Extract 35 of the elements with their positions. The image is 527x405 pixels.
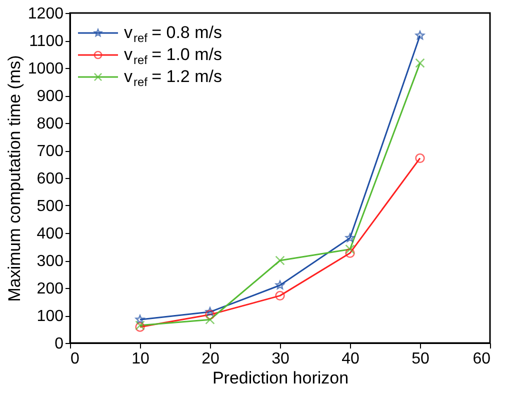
point	[205, 314, 215, 324]
point	[135, 314, 145, 324]
point	[345, 233, 355, 242]
y-tick-label: 500	[36, 198, 64, 215]
x-tick-label: 20	[202, 350, 220, 368]
point	[275, 290, 285, 301]
y-tick-label: 300	[36, 253, 64, 270]
x-tick-label: 0	[70, 350, 80, 368]
x-tick-label: 10	[132, 350, 150, 368]
x-tick-label: 60	[472, 350, 491, 368]
point	[345, 244, 355, 254]
y-tick-label: 1200	[28, 6, 64, 22]
y-tick-label: 1100	[29, 33, 64, 50]
y-tick-label: 800	[36, 116, 64, 132]
point	[275, 256, 285, 266]
point	[275, 280, 285, 290]
x-tick-label: 50	[412, 350, 430, 368]
y-tick-label: 0	[54, 336, 64, 352]
point	[415, 30, 425, 40]
x-tick-label: 40	[342, 350, 360, 368]
y-tick-label: 100	[36, 308, 64, 325]
y-axis-title: Maximum computation time (ms)	[4, 55, 24, 302]
y-tick-label: 900	[36, 88, 64, 105]
y-tick-label: 400	[36, 226, 64, 242]
point	[205, 310, 215, 320]
point	[205, 307, 215, 316]
y-tick-label: 700	[36, 143, 64, 160]
y-tick-label: 200	[36, 280, 64, 298]
point	[345, 248, 355, 258]
y-tick-label: 600	[36, 170, 64, 188]
x-axis-title: Prediction horizon	[212, 368, 349, 388]
x-tick-label: 30	[272, 350, 290, 368]
y-tick-label: 1000	[28, 60, 64, 78]
point	[415, 58, 425, 68]
point	[415, 153, 425, 164]
